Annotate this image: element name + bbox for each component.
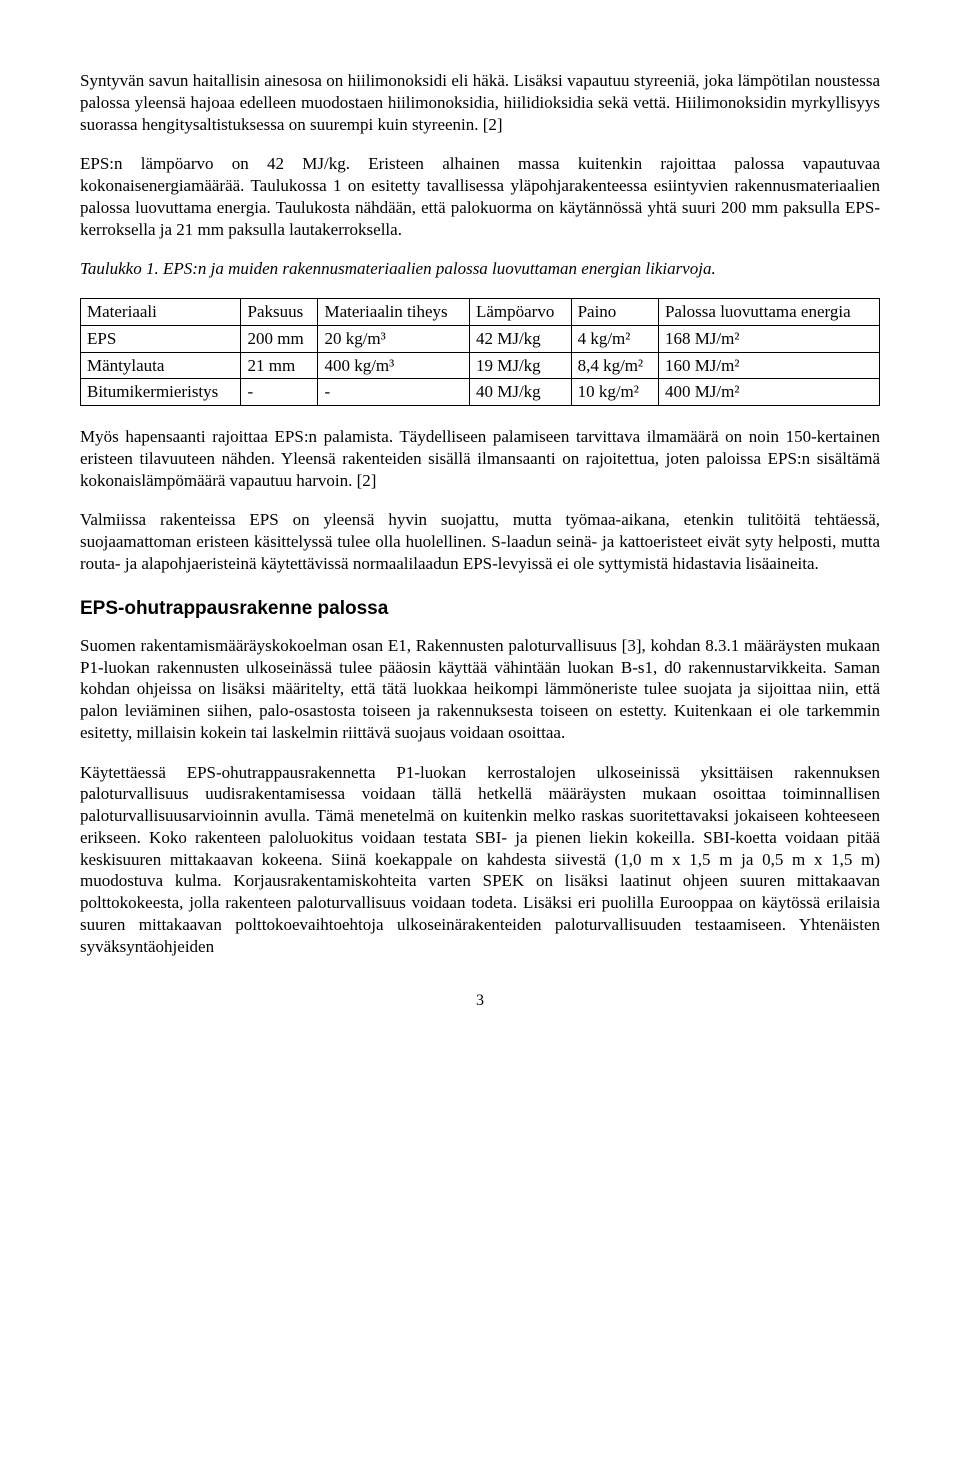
table-caption: Taulukko 1. EPS:n ja muiden rakennusmate… bbox=[80, 258, 880, 280]
paragraph-5: Suomen rakentamismääräyskokoelman osan E… bbox=[80, 635, 880, 744]
table-cell: Mäntylauta bbox=[81, 352, 241, 379]
table-cell: 42 MJ/kg bbox=[469, 325, 571, 352]
table-cell: 21 mm bbox=[241, 352, 318, 379]
table-cell: 400 MJ/m² bbox=[658, 379, 879, 406]
table-cell: 20 kg/m³ bbox=[318, 325, 470, 352]
table-cell: - bbox=[318, 379, 470, 406]
table-cell: EPS bbox=[81, 325, 241, 352]
table-header: Paino bbox=[571, 299, 658, 326]
paragraph-3: Myös hapensaanti rajoittaa EPS:n palamis… bbox=[80, 426, 880, 491]
paragraph-2: EPS:n lämpöarvo on 42 MJ/kg. Eristeen al… bbox=[80, 153, 880, 240]
table-header: Materiaalin tiheys bbox=[318, 299, 470, 326]
table-cell: 400 kg/m³ bbox=[318, 352, 470, 379]
table-cell: 200 mm bbox=[241, 325, 318, 352]
table-cell: 40 MJ/kg bbox=[469, 379, 571, 406]
table-cell: 19 MJ/kg bbox=[469, 352, 571, 379]
table-header: Materiaali bbox=[81, 299, 241, 326]
page-number: 3 bbox=[80, 991, 880, 1011]
table-row: EPS 200 mm 20 kg/m³ 42 MJ/kg 4 kg/m² 168… bbox=[81, 325, 880, 352]
table-header: Lämpöarvo bbox=[469, 299, 571, 326]
table-cell: 4 kg/m² bbox=[571, 325, 658, 352]
table-cell: 168 MJ/m² bbox=[658, 325, 879, 352]
table-row: Mäntylauta 21 mm 400 kg/m³ 19 MJ/kg 8,4 … bbox=[81, 352, 880, 379]
paragraph-1: Syntyvän savun haitallisin ainesosa on h… bbox=[80, 70, 880, 135]
table-header: Palossa luovuttama energia bbox=[658, 299, 879, 326]
table-cell: - bbox=[241, 379, 318, 406]
paragraph-4: Valmiissa rakenteissa EPS on yleensä hyv… bbox=[80, 509, 880, 574]
section-heading: EPS-ohutrappausrakenne palossa bbox=[80, 597, 880, 621]
table-row: Bitumikermieristys - - 40 MJ/kg 10 kg/m²… bbox=[81, 379, 880, 406]
table-header-row: Materiaali Paksuus Materiaalin tiheys Lä… bbox=[81, 299, 880, 326]
table-header: Paksuus bbox=[241, 299, 318, 326]
table-cell: 10 kg/m² bbox=[571, 379, 658, 406]
table-cell: 160 MJ/m² bbox=[658, 352, 879, 379]
materials-table: Materiaali Paksuus Materiaalin tiheys Lä… bbox=[80, 298, 880, 406]
paragraph-6: Käytettäessä EPS-ohutrappausrakennetta P… bbox=[80, 762, 880, 958]
table-cell: 8,4 kg/m² bbox=[571, 352, 658, 379]
table-cell: Bitumikermieristys bbox=[81, 379, 241, 406]
